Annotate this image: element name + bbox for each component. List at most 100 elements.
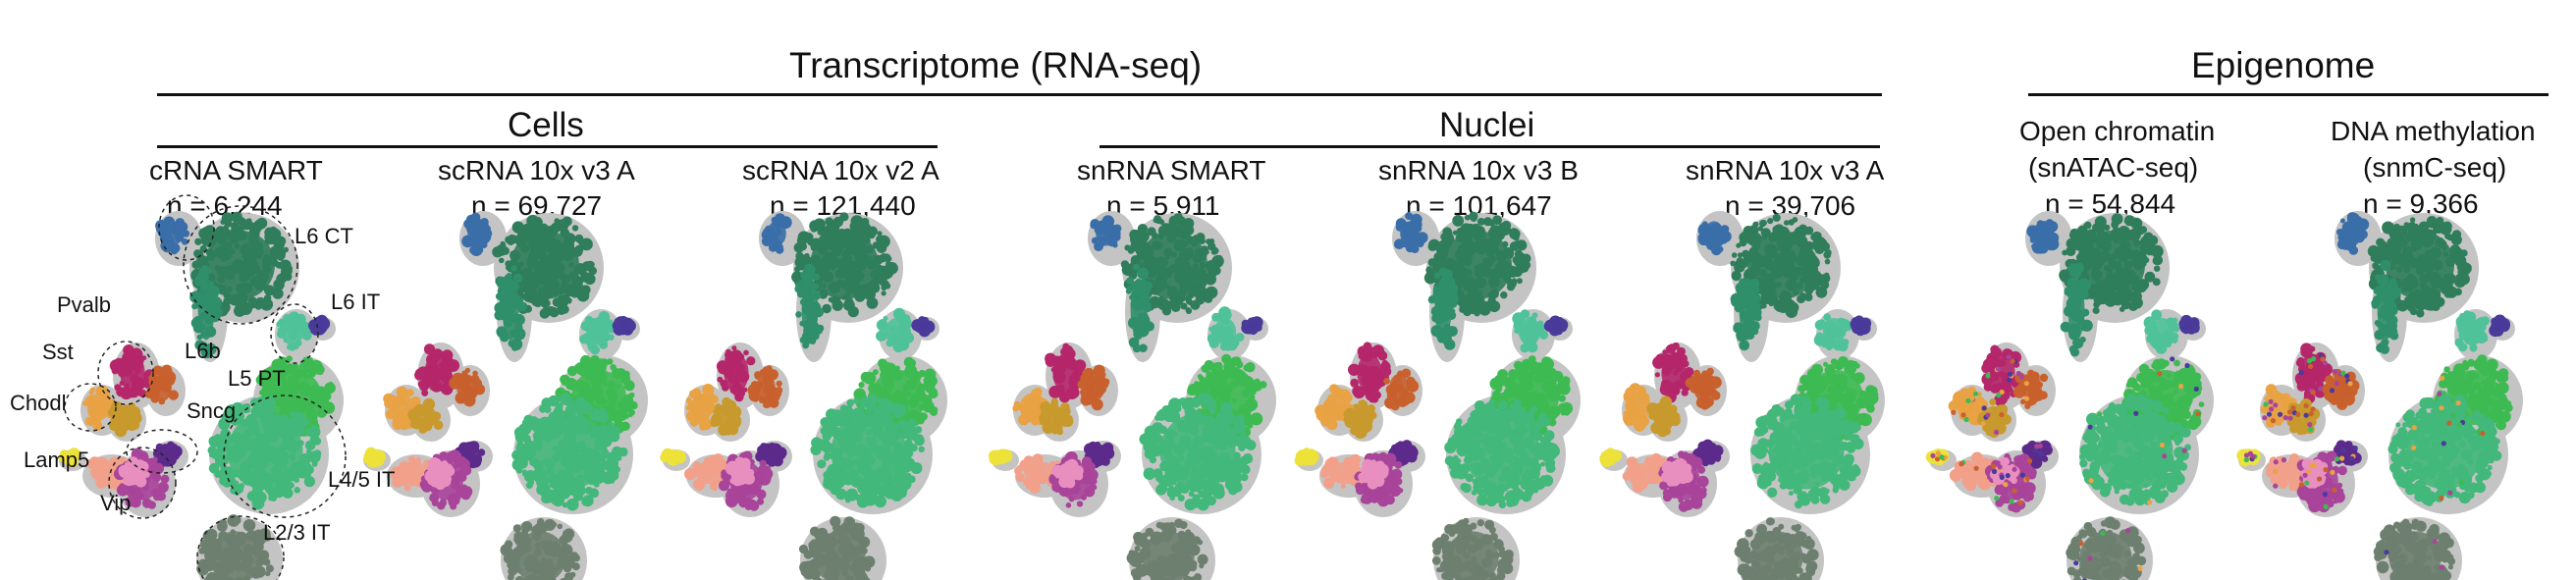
cell-dot <box>765 474 772 481</box>
cell-dot <box>308 426 318 435</box>
cluster-core <box>120 353 145 393</box>
cell-dot <box>609 478 616 484</box>
panel-7-title: Open chromatin <box>2019 116 2216 146</box>
cell-dot <box>204 343 217 355</box>
cell-dot <box>571 225 579 232</box>
cluster-core <box>63 453 75 461</box>
panel-7-subtitle: (snATAC-seq) <box>2028 152 2199 183</box>
cell-dot <box>456 455 466 465</box>
panel-8-n: n = 9,366 <box>2363 188 2479 219</box>
cell-dot <box>1189 385 1200 395</box>
cell-dot <box>1469 211 1478 221</box>
cell-dot <box>162 364 172 375</box>
cluster-core <box>163 221 183 246</box>
cell-dot <box>510 343 518 351</box>
cell-dot <box>92 421 103 432</box>
cell-dot <box>565 297 572 304</box>
cell-dot <box>881 280 889 289</box>
epigenome-header: Epigenome <box>2191 45 2376 85</box>
cell-dot <box>620 421 630 431</box>
cell-dot <box>597 407 608 418</box>
cell-dot <box>562 531 573 543</box>
cell-dot <box>868 297 879 308</box>
cell-dot <box>923 377 929 384</box>
cell-dot <box>813 218 826 231</box>
cluster-core <box>1130 278 1148 341</box>
cell-dot <box>1132 343 1142 353</box>
cluster-core <box>127 464 144 482</box>
cell-dot <box>1500 290 1508 299</box>
cell-dot <box>1036 455 1043 461</box>
cluster-core <box>1046 405 1065 429</box>
cell-dot <box>615 454 622 461</box>
cell-dot <box>880 405 889 415</box>
cell-dot <box>328 381 334 388</box>
cell-dot <box>181 238 188 245</box>
cell-dot <box>546 306 557 316</box>
cluster-core <box>456 374 476 401</box>
cell-dot <box>1185 396 1191 402</box>
cluster-core <box>730 464 748 482</box>
cell-dot <box>1190 498 1197 503</box>
cell-dot <box>242 519 256 532</box>
cell-dot <box>1198 392 1211 405</box>
cell-dot <box>1233 474 1242 484</box>
cell-dot <box>501 246 510 255</box>
nuclei-header: Nuclei <box>1439 106 1535 144</box>
cell-dot <box>1174 518 1184 528</box>
cell-dot <box>1126 277 1134 285</box>
cell-dot <box>817 329 823 335</box>
cell-dot <box>605 461 617 473</box>
panel-7-n: n = 54,844 <box>2045 188 2176 219</box>
cell-dot <box>877 235 890 248</box>
cell-dot <box>858 382 865 389</box>
cell-dot <box>202 558 210 567</box>
cell-dot <box>523 470 536 483</box>
cell-dot <box>226 220 232 226</box>
cluster-core <box>756 374 776 401</box>
cell-dot <box>747 499 757 509</box>
cell-dot <box>403 484 411 492</box>
cluster-core <box>417 405 437 429</box>
cell-dot <box>914 434 921 441</box>
cell-dot <box>147 501 156 509</box>
cell-dot <box>561 305 569 314</box>
cell-dot <box>585 260 595 270</box>
cells-rule <box>157 145 938 148</box>
cell-dot <box>845 488 859 501</box>
cluster-core <box>1085 374 1104 401</box>
cluster-core <box>367 453 379 461</box>
cell-dot <box>194 237 202 245</box>
cell-dot <box>292 411 300 420</box>
cell-dot <box>551 521 558 528</box>
cell-dot <box>247 296 257 306</box>
cell-dot <box>273 279 285 290</box>
cell-dot <box>910 462 923 474</box>
cell-dot <box>1143 441 1156 453</box>
cell-dot <box>552 495 564 507</box>
cell-dot <box>251 497 265 510</box>
cell-dot <box>1130 568 1141 578</box>
cell-dot <box>276 321 282 327</box>
cell-dot <box>194 340 205 350</box>
cell-dot <box>1197 554 1208 565</box>
cell-dot <box>752 395 760 402</box>
cell-dot <box>461 486 473 498</box>
cell-dot <box>1243 442 1249 448</box>
cluster-core <box>767 221 786 246</box>
cluster-core <box>667 453 678 461</box>
cell-dot <box>1129 229 1141 240</box>
cell-dot <box>1180 302 1188 310</box>
cell-dot <box>684 467 697 481</box>
cell-dot <box>1065 502 1072 508</box>
cell-dot <box>1220 408 1232 419</box>
cell-dot <box>236 485 244 494</box>
cell-dot <box>305 448 312 454</box>
cell-dot <box>517 457 528 469</box>
cell-dot <box>628 409 636 416</box>
cell-dot <box>1231 481 1243 493</box>
cell-dot <box>832 299 843 311</box>
cell-dot <box>1516 278 1523 285</box>
epigenome-rule <box>2028 93 2549 96</box>
cell-dot <box>269 396 275 403</box>
